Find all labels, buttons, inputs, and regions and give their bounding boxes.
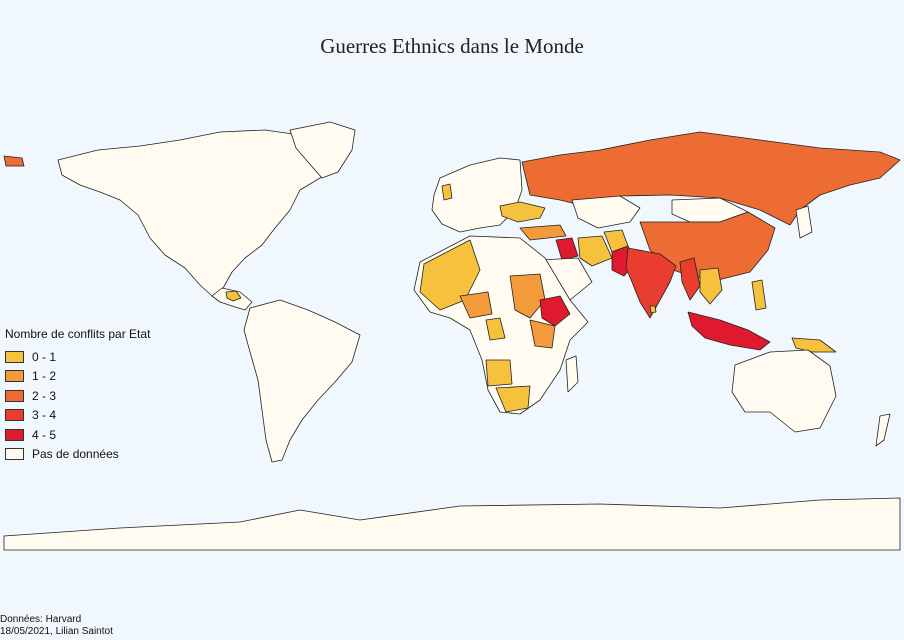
legend-swatch — [5, 409, 24, 422]
balkans — [499, 201, 546, 223]
legend-label: 3 - 4 — [32, 408, 57, 423]
antarctica — [3, 497, 901, 551]
legend-item: 0 - 1 — [5, 347, 150, 367]
legend-swatch — [5, 370, 24, 383]
legend-label: 1 - 2 — [32, 369, 57, 384]
legend-item: Pas de données — [5, 445, 150, 465]
congo — [485, 317, 506, 341]
east-africa — [529, 319, 556, 349]
philippines — [751, 279, 767, 311]
south-africa — [495, 385, 531, 413]
sri-lanka — [649, 305, 657, 314]
nigeria — [459, 291, 493, 319]
legend-swatch — [5, 350, 24, 363]
legend-swatch — [5, 448, 24, 461]
legend-item: 1 - 2 — [5, 367, 150, 387]
legend-label: Pas de données — [32, 447, 119, 462]
angola — [485, 359, 513, 387]
data-source: Données: Harvard — [0, 614, 82, 625]
legend-label: 2 - 3 — [32, 388, 57, 403]
new-guinea — [791, 337, 837, 353]
south-america — [243, 299, 361, 463]
new-zealand — [875, 413, 891, 447]
map-legend: Nombre de conflits par Etat 0 - 1 1 - 2 … — [5, 327, 150, 464]
legend-item: 4 - 5 — [5, 425, 150, 445]
legend-title: Nombre de conflits par Etat — [5, 327, 151, 341]
japan — [795, 205, 813, 239]
myanmar — [679, 257, 701, 301]
date-author: 18/05/2021, Lilian Saintot — [0, 626, 113, 637]
north-america-landmass — [57, 129, 331, 297]
united-kingdom — [441, 183, 453, 201]
alaska-east-russia-tip — [3, 155, 25, 167]
turkey — [519, 224, 567, 241]
legend-swatch — [5, 428, 24, 441]
greenland — [289, 121, 356, 179]
kazakhstan — [571, 195, 641, 229]
thailand-laos — [699, 267, 723, 305]
map-credits: Données: Harvard 18/05/2021, Lilian Sain… — [0, 614, 113, 638]
legend-label: 4 - 5 — [32, 427, 57, 442]
australia — [731, 349, 837, 433]
legend-item: 2 - 3 — [5, 386, 150, 406]
map-title: Guerres Ethnics dans le Monde — [320, 34, 584, 58]
iran — [577, 235, 613, 267]
madagascar — [565, 355, 579, 393]
legend-label: 0 - 1 — [32, 349, 57, 364]
indonesia — [687, 311, 771, 351]
guatemala-honduras — [225, 290, 242, 302]
ethiopia — [539, 295, 571, 327]
iraq — [555, 237, 579, 261]
europe — [431, 157, 523, 233]
chad-sudan — [509, 273, 546, 319]
legend-swatch — [5, 389, 24, 402]
legend-item: 3 - 4 — [5, 406, 150, 426]
